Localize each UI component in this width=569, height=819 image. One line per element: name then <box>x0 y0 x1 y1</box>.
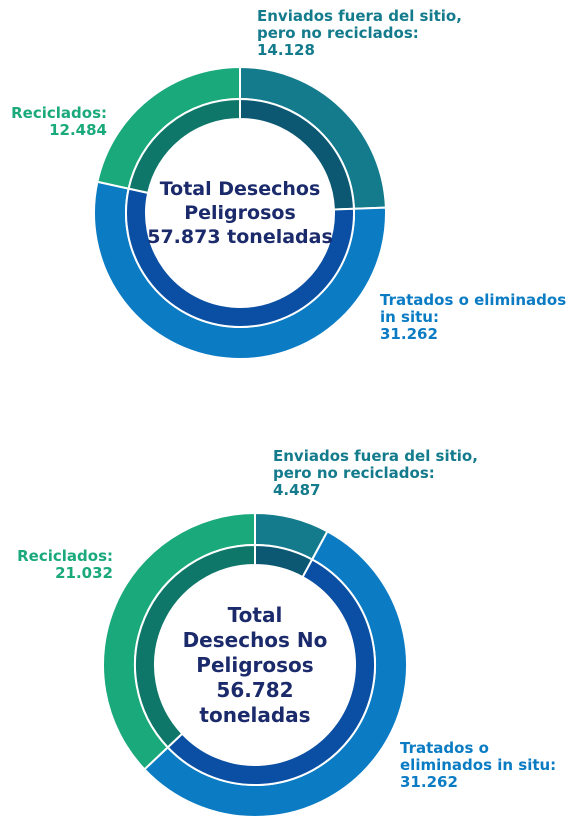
value-label: 4.487 <box>273 481 321 499</box>
segment-label: Enviados fuera del sitio, pero no recicl… <box>273 448 478 499</box>
category-label: Enviados fuera del sitio, pero no recicl… <box>257 7 462 42</box>
value-label: 12.484 <box>49 121 107 139</box>
segment-label: Tratados o eliminados in situ: 31.262 <box>400 740 556 791</box>
segment-label: Enviados fuera del sitio, pero no recicl… <box>257 8 462 59</box>
value-label: 31.262 <box>380 325 438 343</box>
donut-inner-segment <box>134 543 256 749</box>
category-label: Reciclados: <box>11 104 107 122</box>
category-label: Enviados fuera del sitio, pero no recicl… <box>273 447 478 482</box>
category-label: Tratados o eliminados in situ: <box>400 739 557 774</box>
category-label: Tratados o eliminados in situ: <box>380 291 567 326</box>
donut-inner-segment <box>127 97 241 195</box>
value-label: 21.032 <box>55 564 113 582</box>
segment-label: Reciclados: 12.484 <box>11 105 107 139</box>
value-label: 14.128 <box>257 41 315 59</box>
segment-label: Tratados o eliminados in situ: 31.262 <box>380 292 566 343</box>
center-text: Total Desechos Peligrosos 57.873 tonelad… <box>147 178 333 248</box>
value-label: 31.262 <box>400 773 458 791</box>
category-label: Reciclados: <box>17 547 113 565</box>
segment-label: Reciclados: 21.032 <box>17 548 113 582</box>
center-text: Total Desechos No Peligrosos 56.782 tone… <box>182 602 328 727</box>
